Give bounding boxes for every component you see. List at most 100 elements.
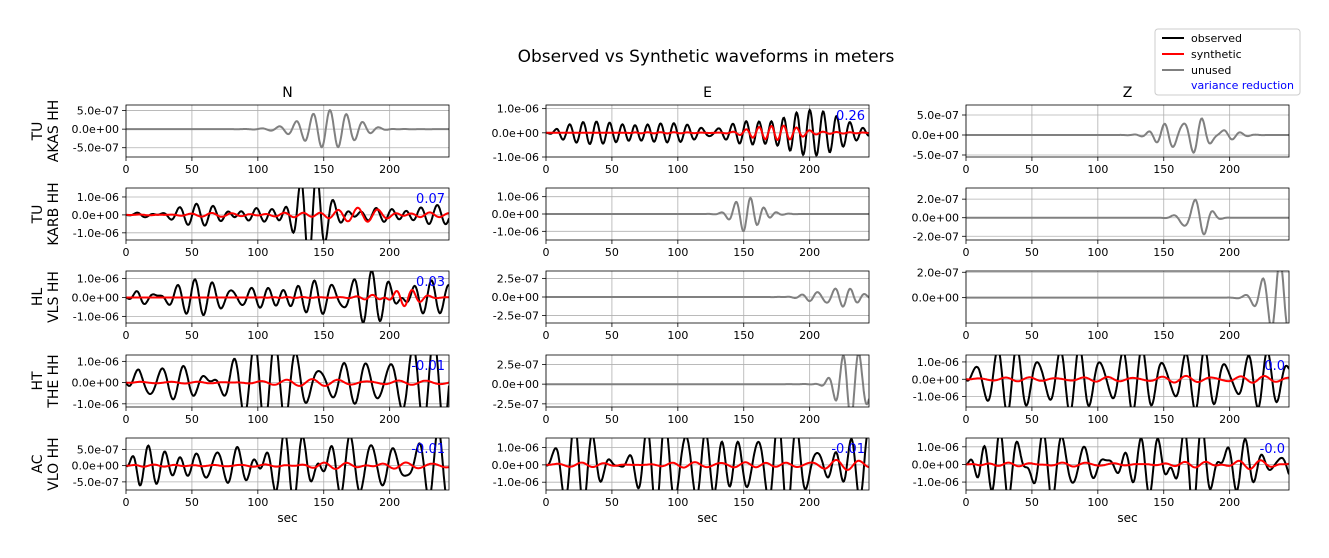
- x-tick-label: 200: [1219, 246, 1240, 259]
- panel-frame: [545, 354, 870, 408]
- x-tick-label: 100: [1087, 496, 1108, 509]
- panel-tu-karb-hh-z: 0 50 100 150 200 2.0e-07 0.0e+00 -2.0e-07: [912, 187, 1290, 259]
- x-tick-label: 100: [1087, 163, 1108, 176]
- x-axis-label: sec: [697, 511, 717, 525]
- panel-hl-vls-hh-z: 0 50 100 150 200 2.0e-07 0.0e+00: [912, 266, 1290, 342]
- x-tick-label: 200: [799, 163, 820, 176]
- y-tick-label: -2.5e-07: [493, 310, 539, 323]
- x-tick-label: 50: [1025, 246, 1039, 259]
- x-tick-label: 0: [963, 246, 970, 259]
- variance-reduction-value: 0.03: [416, 275, 445, 290]
- panel-frame: [545, 104, 870, 158]
- panel-frame: [965, 104, 1290, 158]
- legend-synthetic-label: synthetic: [1191, 48, 1242, 61]
- y-tick-label: 1.0e-06: [917, 356, 959, 369]
- station-network: TU: [30, 122, 46, 142]
- y-tick-label: -1.0e-06: [493, 151, 539, 164]
- x-tick-label: 100: [667, 496, 688, 509]
- synthetic-trace: [126, 461, 449, 470]
- x-tick-label: 0: [963, 496, 970, 509]
- observed-trace: [126, 271, 449, 323]
- observed-trace: [126, 355, 449, 407]
- panel-tu-karb-hh-e: 0 50 100 150 200 1.0e-06 0.0e+00 -1.0e-06: [492, 187, 870, 259]
- x-tick-label: 150: [1153, 329, 1174, 342]
- panel-tu-akas-hh-z: 0 50 100 150 200 5.0e-07 0.0e+00 -5.0e-07: [912, 104, 1290, 176]
- observed-trace: [966, 355, 1289, 407]
- x-tick-label: 0: [123, 329, 130, 342]
- station-label-1: TU KARB HH: [30, 182, 62, 245]
- station-code: AKAS HH: [46, 100, 62, 162]
- y-tick-label: -1.0e-06: [73, 310, 119, 323]
- unused-trace: [546, 287, 869, 308]
- y-tick-label: 1.0e-06: [497, 191, 539, 204]
- observed-trace: [966, 438, 1289, 490]
- synthetic-trace: [546, 124, 869, 142]
- x-tick-label: 150: [1153, 496, 1174, 509]
- panel-frame: [125, 270, 450, 324]
- y-tick-label: 0.0e+00: [72, 123, 119, 136]
- x-tick-label: 100: [1087, 329, 1108, 342]
- y-tick-label: 0.0e+00: [72, 209, 119, 222]
- y-tick-label: 0.0e+00: [492, 291, 539, 304]
- observed-trace: [126, 438, 447, 490]
- y-tick-label: 5.0e-07: [77, 105, 119, 118]
- x-tick-label: 50: [1025, 163, 1039, 176]
- unused-trace: [966, 198, 1289, 236]
- x-tick-label: 50: [605, 246, 619, 259]
- column-title-e: E: [703, 85, 712, 101]
- synthetic-trace: [126, 378, 449, 387]
- y-tick-label: -1.0e-06: [73, 398, 119, 411]
- x-tick-label: 150: [1153, 246, 1174, 259]
- panel-ht-the-hh-n: 0 50 100 150 200 1.0e-06 0.0e+00 -1.0e-06 -0.01: [72, 354, 450, 426]
- x-tick-label: 0: [123, 496, 130, 509]
- y-tick-label: 1.0e-06: [77, 355, 119, 368]
- x-tick-label: 200: [379, 163, 400, 176]
- panel-hl-vls-hh-n: 0 50 100 150 200 1.0e-06 0.0e+00 -1.0e-06 0.03: [72, 270, 450, 342]
- x-axis-label: sec: [277, 511, 297, 525]
- unused-trace: [126, 109, 449, 149]
- panel-ac-vlo-hh-e: 0 50 100 150 200 1.0e-06 0.0e+00 -1.0e-06 -0.01 s…: [492, 437, 870, 525]
- x-tick-label: 50: [185, 413, 199, 426]
- panel-frame: [125, 104, 450, 158]
- unused-trace: [966, 271, 1288, 323]
- unused-trace: [966, 117, 1289, 154]
- y-tick-label: 2.5e-07: [497, 358, 539, 371]
- observed-trace: [126, 188, 449, 240]
- x-tick-label: 50: [185, 496, 199, 509]
- x-tick-label: 150: [313, 246, 334, 259]
- station-network: TU: [30, 205, 46, 225]
- y-tick-label: -1.0e-06: [493, 476, 539, 489]
- x-tick-label: 200: [379, 246, 400, 259]
- station-network: HL: [30, 288, 46, 307]
- y-tick-label: -2.0e-07: [913, 230, 959, 243]
- y-tick-label: 1.0e-06: [77, 191, 119, 204]
- x-tick-label: 200: [379, 329, 400, 342]
- legend-vr-label: variance reduction: [1191, 79, 1294, 92]
- x-tick-label: 0: [543, 329, 550, 342]
- x-tick-label: 50: [605, 329, 619, 342]
- x-tick-label: 100: [667, 329, 688, 342]
- x-tick-label: 50: [185, 163, 199, 176]
- x-tick-label: 200: [799, 496, 820, 509]
- x-tick-label: 50: [1025, 496, 1039, 509]
- x-tick-label: 200: [799, 413, 820, 426]
- panel-tu-akas-hh-n: 0 50 100 150 200 5.0e-07 0.0e+00 -5.0e-07: [72, 104, 450, 176]
- x-tick-label: 0: [543, 413, 550, 426]
- y-tick-label: -1.0e-06: [73, 227, 119, 240]
- y-tick-label: 0.0e+00: [492, 378, 539, 391]
- x-tick-label: 0: [123, 246, 130, 259]
- station-label-4: AC VLO HH: [30, 437, 62, 490]
- panel-frame: [545, 437, 870, 491]
- station-code: KARB HH: [46, 182, 62, 245]
- y-tick-label: 1.0e-06: [497, 442, 539, 455]
- column-title-z: Z: [1123, 85, 1133, 101]
- observed-trace: [546, 438, 868, 490]
- x-tick-label: 0: [123, 163, 130, 176]
- panel-frame: [125, 354, 450, 408]
- x-tick-label: 200: [379, 496, 400, 509]
- y-tick-label: -5.0e-07: [73, 476, 119, 489]
- x-tick-label: 150: [733, 163, 754, 176]
- panel-ht-the-hh-z: 0 50 100 150 200 1.0e-06 0.0e+00 -1.0e-06 0.0: [912, 354, 1290, 426]
